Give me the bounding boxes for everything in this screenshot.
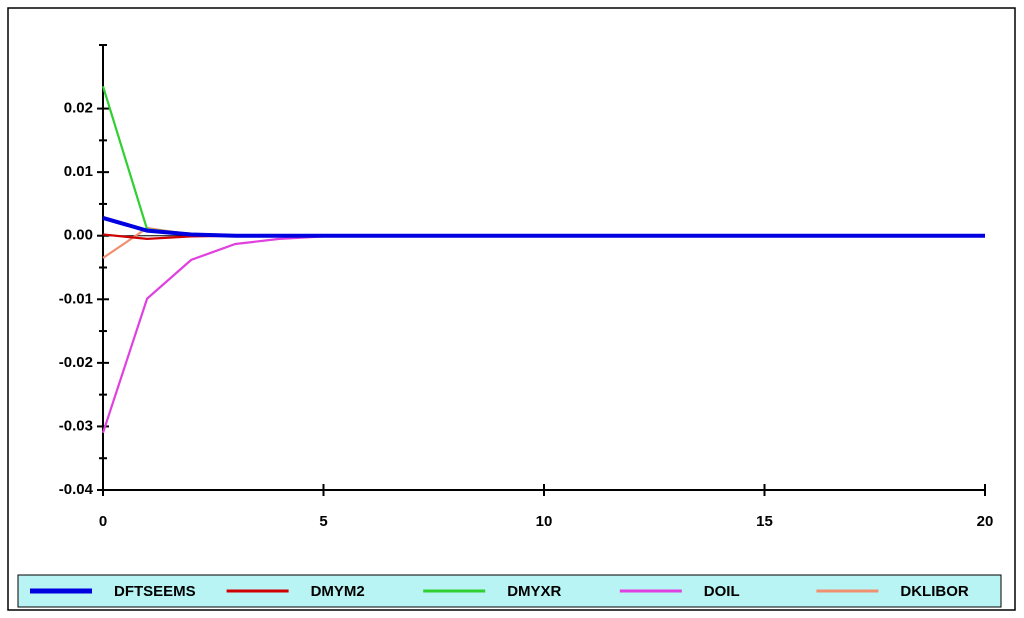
y-tick-label: -0.04 bbox=[59, 481, 94, 498]
y-tick-label: -0.02 bbox=[59, 354, 93, 371]
x-tick-label: 0 bbox=[99, 513, 107, 530]
y-tick-label: 0.01 bbox=[64, 163, 93, 180]
y-tick-label: -0.03 bbox=[59, 417, 93, 434]
x-tick-label: 20 bbox=[977, 513, 994, 530]
x-tick-label: 15 bbox=[756, 513, 773, 530]
y-tick-label: 0.02 bbox=[64, 100, 93, 117]
series-line bbox=[102, 215, 985, 238]
legend-label: DKLIBOR bbox=[900, 583, 968, 600]
frame bbox=[7, 7, 1016, 611]
x-tick-label: 10 bbox=[536, 513, 553, 530]
legend-label: DFTSEEMS bbox=[114, 583, 196, 600]
legend-label: DMYXR bbox=[507, 583, 561, 600]
x-tick-label: 5 bbox=[319, 513, 327, 530]
y-tick-label: -0.01 bbox=[59, 290, 93, 307]
legend-label: DOIL bbox=[704, 583, 740, 600]
y-tick-label: 0.00 bbox=[64, 227, 93, 244]
legend-label: DMYM2 bbox=[311, 583, 365, 600]
